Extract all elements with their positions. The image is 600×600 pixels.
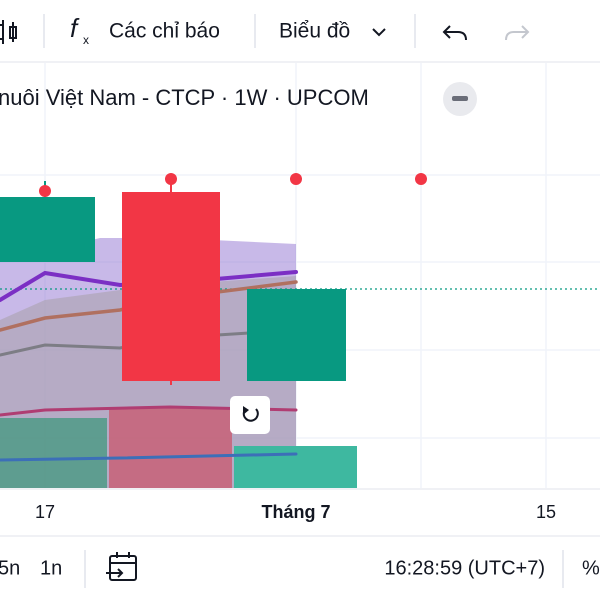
range-button[interactable]: 1n [40, 557, 62, 579]
candle-type-button[interactable] [0, 20, 17, 44]
reset-button[interactable] [230, 396, 270, 434]
toolbar-bg [0, 0, 600, 62]
bottom-bar: 5n 1n 16:28:59 (UTC+7) % [0, 550, 600, 588]
markers [39, 173, 427, 197]
indicators-button[interactable]: f x Các chỉ báo [70, 13, 220, 47]
volume-bar [109, 407, 232, 488]
volume-bar [234, 446, 357, 488]
x-tick-label: Tháng 7 [261, 502, 330, 522]
legend-title: nuôi Việt Nam - CTCP · 1W · UPCOM [0, 85, 369, 110]
x-tick-label: 15 [536, 502, 556, 522]
chevron [372, 28, 386, 37]
collapse-legend-button[interactable] [443, 82, 477, 116]
chart-pane: nuôi Việt Nam - CTCP · 1W · UPCOM [0, 63, 600, 488]
ma-line [0, 452, 298, 462]
candle [122, 192, 220, 381]
percent-button[interactable]: % [582, 557, 600, 579]
indicators-label: Các chỉ báo [109, 20, 220, 43]
toolbar: f x Các chỉ báo Biểu đồ [0, 0, 600, 63]
volume-bar [0, 418, 107, 488]
undo-button[interactable] [442, 25, 467, 41]
x-tick-label: 17 [35, 502, 55, 522]
candle [247, 289, 346, 381]
fx-icon: f [70, 13, 80, 43]
go-to-date-button[interactable] [106, 552, 137, 581]
chart-menu-label: Biểu đồ [279, 20, 350, 43]
redo-button[interactable] [505, 25, 530, 41]
clock[interactable]: 16:28:59 (UTC+7) [384, 557, 545, 579]
range-button[interactable]: 5n [0, 557, 20, 579]
chart-menu-button[interactable]: Biểu đồ [279, 20, 386, 43]
fx-icon-x: x [83, 33, 89, 47]
candle [0, 197, 95, 262]
